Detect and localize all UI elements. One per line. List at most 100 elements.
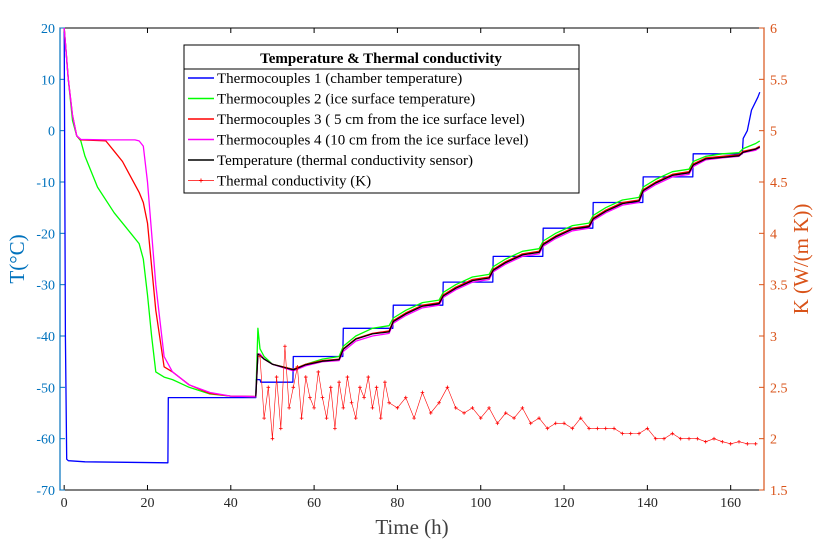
thermal-conductivity-point [645, 426, 650, 431]
thermal-conductivity-point [308, 395, 312, 400]
thermal-conductivity-point [278, 426, 283, 431]
thermal-conductivity-point [295, 365, 300, 369]
thermal-conductivity-point [274, 375, 279, 379]
thermal-conductivity-point [262, 416, 266, 420]
left-y-tick-label: 10 [41, 73, 55, 88]
right-y-tick-label: 6 [770, 22, 777, 37]
thermal-conductivity-point [324, 416, 329, 420]
legend-entry-label: Thermocouples 4 (10 cm from the ice surf… [217, 133, 529, 149]
thermal-conductivity-point [728, 442, 733, 446]
thermal-conductivity-point [695, 436, 700, 441]
x-tick-label: 120 [554, 496, 575, 511]
thermal-conductivity-point [328, 385, 333, 390]
thermal-conductivity-point [678, 436, 683, 441]
legend-entry-label: Temperature (thermal conductivity sensor… [217, 153, 473, 169]
thermal-conductivity-point [687, 436, 691, 441]
thermal-conductivity-point [462, 411, 466, 415]
thermal-conductivity-point [420, 390, 425, 395]
x-tick-label: 20 [140, 496, 154, 511]
thermal-conductivity-point [570, 426, 575, 431]
right-y-tick-label: 2.5 [770, 381, 788, 396]
thermal-conductivity-point [283, 344, 287, 349]
thermal-conductivity-point [662, 436, 666, 441]
thermal-conductivity-point [258, 354, 262, 359]
thermal-conductivity-point [270, 436, 275, 441]
x-tick-label: 80 [390, 496, 404, 511]
thermal-conductivity-point [366, 375, 371, 379]
thermal-conductivity-point [712, 436, 716, 441]
thermal-conductivity-point [291, 385, 296, 390]
left-y-tick-label: -40 [36, 330, 55, 345]
thermal-conductivity-point [437, 400, 441, 405]
thermal-conductivity-point [503, 411, 508, 415]
thermal-conductivity-point [349, 400, 354, 405]
left-y-tick-label: -50 [36, 381, 55, 396]
thermal-conductivity-point [628, 431, 633, 436]
thermal-conductivity-point [303, 375, 308, 379]
thermal-conductivity-point [403, 395, 408, 400]
x-tick-label: 140 [637, 496, 658, 511]
x-tick-label: 40 [224, 496, 238, 511]
x-axis-label: Time (h) [375, 515, 448, 539]
x-tick-label: 0 [61, 496, 68, 511]
thermal-conductivity-point [595, 426, 600, 431]
thermal-conductivity-point [603, 426, 608, 431]
series-line-thermocouples-2-ice-surface-temperature [63, 27, 761, 398]
thermal-conductivity-point [753, 442, 758, 446]
legend-title: Temperature & Thermal conductivity [260, 51, 502, 67]
right-y-tick-label: 5 [770, 125, 777, 140]
thermal-conductivity-point [562, 421, 566, 426]
series-line-temperature-thermal-conductivity-sensor [255, 146, 761, 397]
thermal-conductivity-point [520, 406, 525, 410]
thermal-conductivity-point [374, 385, 379, 390]
legend-entries: Thermocouples 1 (chamber temperature) The… [188, 71, 529, 190]
legend-box [183, 44, 580, 194]
left-y-tick-label: -10 [36, 176, 55, 191]
left-y-tick-label: 0 [48, 125, 55, 140]
right-y-axis-ticks: 1.5 2 2.5 3 3.5 4 4.5 5 5.5 6 [759, 22, 788, 499]
thermal-conductivity-point [703, 439, 708, 444]
thermal-conductivity-point [387, 400, 391, 405]
thermal-conductivity-point [287, 406, 291, 410]
x-tick-label: 100 [470, 496, 491, 511]
thermal-conductivity-point [445, 385, 450, 390]
thermal-conductivity-point [412, 416, 416, 420]
right-y-tick-label: 2 [770, 433, 777, 448]
left-y-tick-label: -30 [36, 279, 55, 294]
thermal-conductivity-point [266, 385, 271, 390]
thermal-conductivity-point [537, 416, 541, 420]
thermal-conductivity-point [512, 416, 516, 420]
thermal-conductivity-point [478, 416, 483, 420]
thermal-conductivity-point [320, 395, 325, 400]
thermal-conductivity-point [653, 436, 658, 441]
thermal-conductivity-point [362, 395, 366, 400]
thermal-conductivity-point [370, 406, 375, 410]
right-y-tick-label: 4 [770, 227, 777, 242]
legend-marker [199, 178, 203, 183]
thermal-conductivity-point [528, 421, 533, 426]
legend-entry-label: Thermal conductivity (K) [217, 174, 371, 190]
left-y-tick-label: 20 [41, 22, 55, 37]
thermal-conductivity-point [358, 385, 362, 390]
thermal-conductivity-point [428, 411, 433, 415]
right-y-tick-label: 1.5 [770, 484, 788, 499]
left-y-axis-ticks: -70 -60 -50 -40 -30 -20 -10 0 10 20 [36, 22, 65, 499]
right-y-axis-label: K (W/(m K)) [789, 204, 813, 315]
thermal-conductivity-point [333, 426, 337, 431]
thermal-conductivity-point [745, 442, 750, 446]
thermal-conductivity-point [453, 406, 458, 410]
left-y-tick-label: -60 [36, 433, 55, 448]
x-axis-ticks: 0 20 40 60 80 100 120 140 160 [61, 28, 741, 511]
thermal-conductivity-point [553, 421, 558, 426]
right-y-tick-label: 3.5 [770, 279, 788, 294]
thermal-conductivity-point [578, 416, 583, 420]
thermal-conductivity-point [383, 380, 387, 384]
right-y-tick-label: 5.5 [770, 73, 788, 88]
thermal-conductivity-point [487, 406, 491, 410]
legend-entry-label: Thermocouples 2 (ice surface temperature… [217, 92, 475, 108]
thermal-conductivity-point [345, 375, 350, 379]
thermal-conductivity-point [495, 421, 500, 426]
thermal-conductivity-point [545, 426, 550, 431]
thermal-conductivity-point [720, 439, 725, 444]
